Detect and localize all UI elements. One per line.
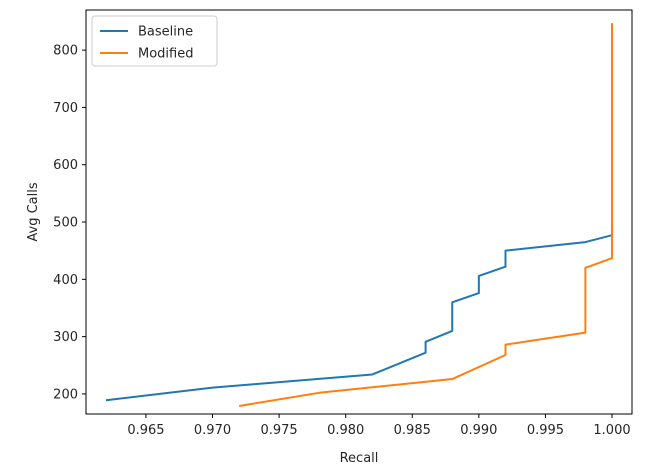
legend-label-baseline: Baseline [138,25,193,40]
x-tick-label: 0.990 [460,423,497,438]
x-tick-label: 0.980 [327,423,364,438]
y-tick-label: 600 [53,158,78,173]
y-tick-label: 400 [53,273,78,288]
legend: Baseline Modified [91,15,218,67]
x-tick-label: 0.970 [194,423,231,438]
series-line-baseline [105,61,614,402]
y-tick-label: 200 [53,387,78,402]
y-tick-label: 500 [53,216,78,231]
x-tick-label: 0.975 [260,423,297,438]
x-axis-ticks: 0.965 0.970 0.975 0.980 0.985 0.990 0.995 1.000 [127,414,631,438]
legend-label-modified: Modified [138,47,193,62]
series-line-modified [238,23,614,407]
x-tick-label: 1.000 [593,423,630,438]
x-axis-label: Recall [340,451,379,466]
x-tick-label: 0.985 [394,423,431,438]
y-tick-label: 300 [53,330,78,345]
x-tick-label: 0.965 [127,423,164,438]
series-layer [105,23,614,407]
y-tick-label: 800 [53,44,78,59]
x-tick-label: 0.995 [527,423,564,438]
y-axis-label: Avg Calls [26,182,41,241]
plot-frame [85,9,633,415]
y-tick-label: 700 [53,101,78,116]
y-axis-ticks: 200 300 400 500 600 700 800 [53,44,86,402]
